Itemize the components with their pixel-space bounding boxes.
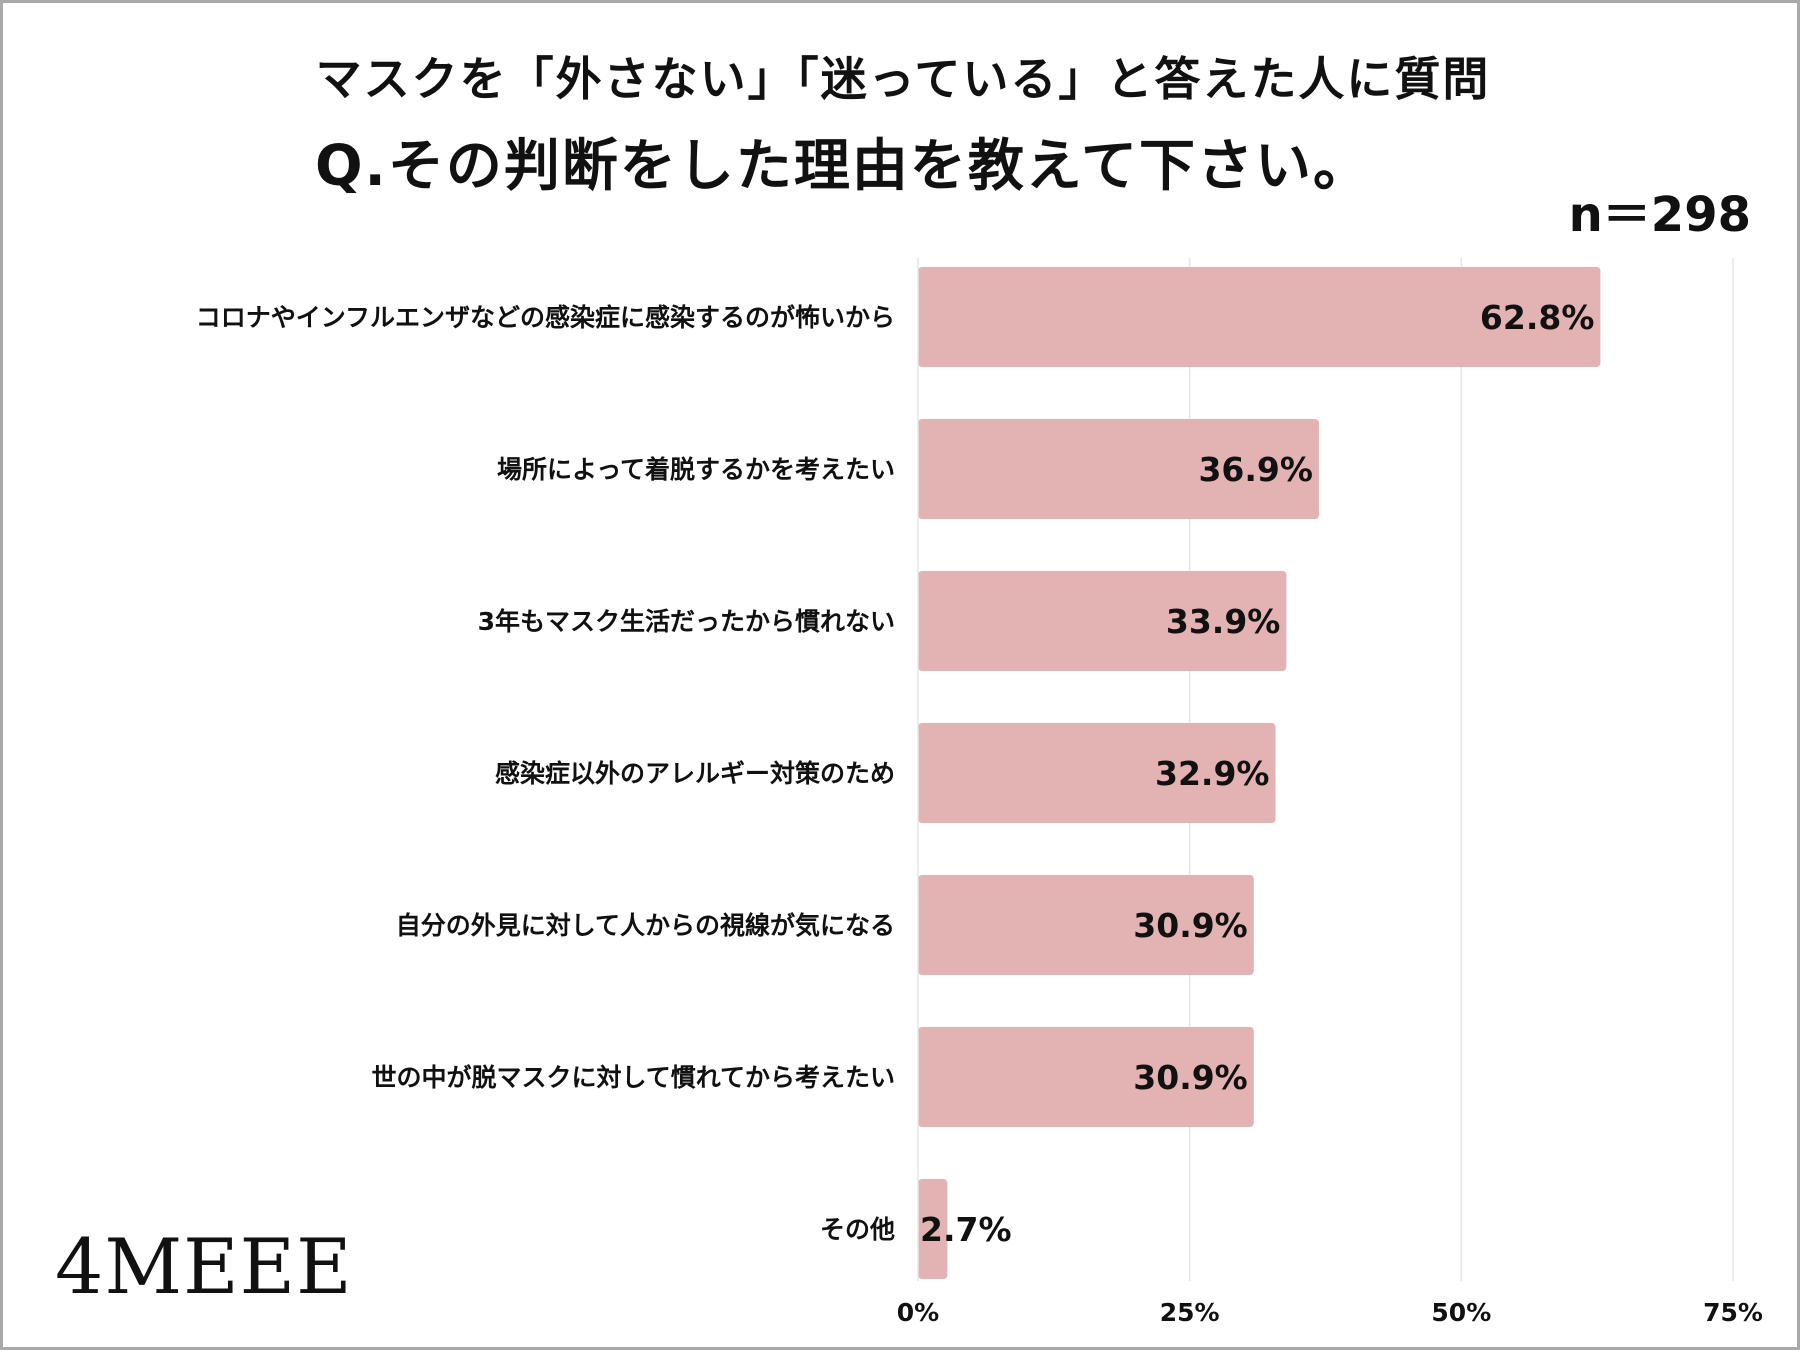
category-label: 3年もマスク生活だったから慣れない	[478, 607, 895, 636]
x-tick-label: 75%	[1703, 1298, 1763, 1327]
category-label: 自分の外見に対して人からの視線が気になる	[396, 911, 895, 940]
bar	[918, 571, 1287, 671]
category-label: その他	[820, 1215, 895, 1244]
bar	[918, 419, 1319, 519]
brand-logo-text: 4MEEE	[55, 1222, 353, 1311]
data-label: 33.9%	[1166, 602, 1281, 641]
brand-logo: 4MEEE	[55, 1229, 353, 1305]
bar	[918, 875, 1254, 975]
bar	[918, 723, 1276, 823]
x-tick-label: 50%	[1431, 1298, 1491, 1327]
chart-title-line1: マスクを「外さない」「迷っている」と答えた人に質問	[315, 52, 1491, 106]
category-label: 感染症以外のアレルギー対策のため	[495, 759, 895, 788]
data-label: 32.9%	[1155, 754, 1270, 793]
category-label: 世の中が脱マスクに対して慣れてから考えたい	[371, 1063, 895, 1092]
x-tick-label: 25%	[1160, 1298, 1220, 1327]
bar	[918, 1179, 948, 1279]
data-label: 30.9%	[1133, 1058, 1248, 1097]
chart-title-line2: Q.その判断をした理由を教えて下さい。	[314, 134, 1372, 199]
category-label: 場所によって着脱するかを考えたい	[497, 455, 895, 484]
data-label: 30.9%	[1133, 906, 1248, 945]
data-label: 62.8%	[1480, 298, 1595, 337]
x-tick-label: 0%	[897, 1298, 939, 1327]
category-label: コロナやインフルエンザなどの感染症に感染するのが怖いから	[196, 303, 895, 332]
bar	[918, 267, 1601, 367]
bar	[918, 1027, 1254, 1127]
data-label: 2.7%	[920, 1210, 1012, 1249]
sample-size: n＝298	[1568, 187, 1751, 243]
bar-chart: 0% 25% 50% 75% コロナやインフルエンザなどの感染症に感染するのが怖いから 6…	[196, 258, 1763, 1327]
data-label: 36.9%	[1198, 450, 1313, 489]
